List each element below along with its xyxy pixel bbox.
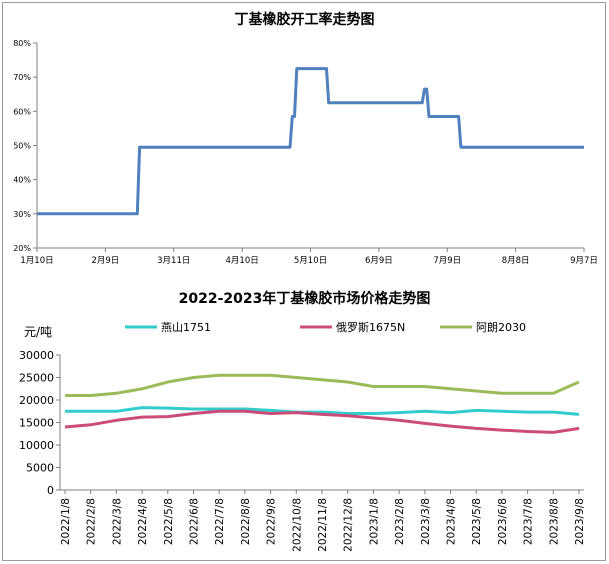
chart2-x-tick-label: 2022/5/8: [163, 498, 175, 545]
chart2-series-line: [64, 409, 580, 434]
chart1-title: 丁基橡胶开工率走势图: [234, 12, 375, 28]
chart1-y-tick-label: 30%: [13, 210, 31, 219]
chart2-x-tick-label: 2022/6/8: [189, 498, 201, 545]
chart1-x-tick-label: 3月11日: [157, 256, 190, 266]
chart2-x-tick-label: 2023/2/8: [394, 498, 406, 545]
chart1-x-tick-label: 4月10日: [226, 256, 259, 266]
chart1-x-tick-label: 5月10日: [294, 256, 327, 266]
chart2-x-tick-label: 2023/8/8: [548, 498, 560, 545]
chart2-y-unit-label: 元/吨: [24, 325, 52, 339]
chart1-y-tick-label: 50%: [13, 142, 31, 151]
chart2-legend-label: 燕山1751: [161, 321, 211, 334]
chart2-legend-label: 俄罗斯1675N: [336, 321, 405, 334]
chart2-x-tick-label: 2022/9/8: [266, 498, 278, 545]
chart2-legend-label: 阿朗2030: [476, 321, 526, 334]
chart1-x-tick-label: 8月8日: [502, 256, 530, 266]
chart2-x-tick-label: 2023/9/8: [574, 498, 586, 545]
chart2-x-tick-label: 2022/1/8: [60, 498, 72, 545]
chart1-x-tick-label: 9月7日: [570, 256, 598, 266]
chart2-series-line: [65, 406, 580, 416]
chart1-x-tick-label: 2月9日: [91, 256, 119, 266]
chart1-x-tick-label: 7月9日: [433, 256, 461, 266]
chart2-y-tick-label: 0: [47, 484, 54, 497]
chart2-y-tick-label: 30000: [19, 349, 54, 362]
chart1-x-tick-label: 1月10日: [20, 256, 53, 266]
chart2-x-tick-label: 2023/6/8: [497, 498, 509, 545]
chart2-y-tick-label: 15000: [19, 417, 54, 430]
chart1-y-tick-label: 70%: [13, 73, 31, 82]
chart1-y-tick-label: 40%: [13, 176, 31, 185]
chart2-y-tick-label: 5000: [26, 462, 54, 475]
chart2-y-tick-label: 25000: [19, 372, 54, 385]
chart2-x-tick-label: 2023/7/8: [523, 498, 535, 545]
chart2-x-tick-label: 2022/11/8: [317, 498, 329, 552]
chart2-y-tick-label: 10000: [19, 439, 54, 452]
chart1-series-line: [37, 67, 584, 216]
chart2-x-tick-label: 2023/5/8: [471, 498, 483, 545]
chart2-x-tick-label: 2022/3/8: [111, 498, 123, 545]
chart2-x-tick-label: 2022/10/8: [291, 498, 303, 552]
chart2-series-line: [65, 373, 580, 397]
chart2-x-tick-label: 2023/1/8: [368, 498, 380, 545]
chart2-y-tick-label: 20000: [19, 394, 54, 407]
chart2-x-tick-label: 2022/4/8: [137, 498, 149, 545]
chart2-x-tick-label: 2023/3/8: [420, 498, 432, 545]
chart1-y-tick-label: 60%: [13, 107, 31, 116]
chart1-x-tick-label: 6月9日: [365, 256, 393, 266]
chart2-x-tick-label: 2022/7/8: [214, 498, 226, 545]
chart2-title: 2022-2023年丁基橡胶市场价格走势图: [178, 291, 431, 307]
chart2-x-tick-label: 2022/8/8: [240, 498, 252, 545]
chart2-x-tick-label: 2022/2/8: [86, 498, 98, 545]
chart2-x-tick-label: 2022/12/8: [343, 498, 355, 552]
chart2-x-tick-label: 2023/4/8: [446, 498, 458, 545]
chart1-y-tick-label: 20%: [13, 244, 31, 253]
chart1-y-tick-label: 80%: [13, 39, 31, 48]
